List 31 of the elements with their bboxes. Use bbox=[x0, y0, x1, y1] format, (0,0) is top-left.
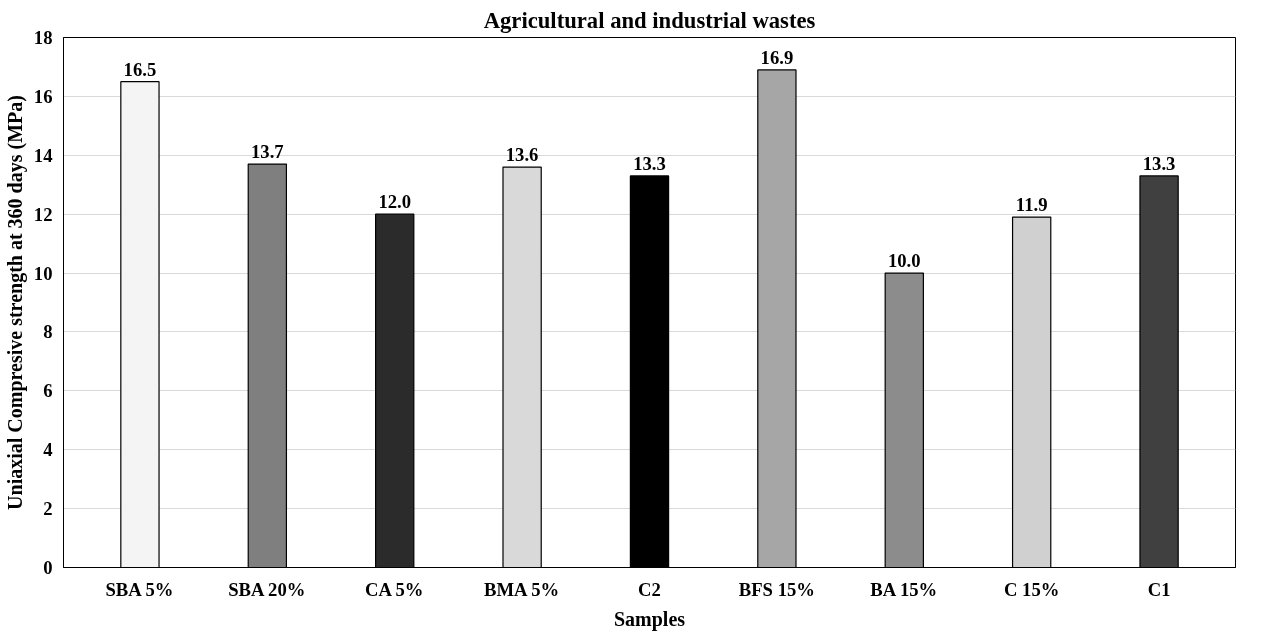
y-tick-label: 10 bbox=[33, 262, 53, 284]
y-tick-label: 16 bbox=[33, 85, 53, 107]
data-label: 13.3 bbox=[633, 152, 666, 174]
x-tick-label: BMA 5% bbox=[484, 578, 560, 600]
data-label: 11.9 bbox=[1015, 194, 1048, 216]
x-tick-label: C 15% bbox=[1003, 578, 1060, 600]
y-axis-title: Uniaxial Compresive strength at 360 days (MPa) bbox=[3, 95, 27, 510]
x-tick-label: BA 15% bbox=[870, 578, 938, 600]
y-tick-label: 12 bbox=[33, 203, 53, 225]
y-tick-label: 2 bbox=[43, 498, 53, 520]
data-label: 16.9 bbox=[760, 46, 794, 68]
chart-title: Agricultural and industrial wastes bbox=[483, 7, 816, 33]
data-label: 16.5 bbox=[123, 58, 157, 80]
data-label: 12.0 bbox=[378, 191, 412, 213]
x-tick-label: SBA 5% bbox=[105, 578, 174, 600]
y-tick-label: 14 bbox=[33, 144, 53, 166]
x-tick-label: CA 5% bbox=[364, 578, 424, 600]
x-tick-label: C2 bbox=[638, 578, 661, 600]
y-tick-label: 6 bbox=[43, 380, 53, 402]
x-tick-label: SBA 20% bbox=[228, 578, 306, 600]
data-label: 10.0 bbox=[887, 250, 921, 272]
data-label: 13.6 bbox=[505, 144, 539, 166]
data-label: 13.7 bbox=[251, 141, 284, 163]
data-label: 13.3 bbox=[1142, 152, 1176, 174]
y-tick-label: 18 bbox=[33, 27, 53, 48]
y-tick-label: 8 bbox=[43, 321, 53, 343]
x-axis-title: Samples bbox=[613, 607, 686, 631]
x-tick-label: BFS 15% bbox=[738, 578, 815, 600]
y-tick-label: 4 bbox=[43, 439, 53, 461]
y-tick-label: 0 bbox=[43, 557, 53, 578]
x-tick-label: C1 bbox=[1147, 578, 1171, 600]
